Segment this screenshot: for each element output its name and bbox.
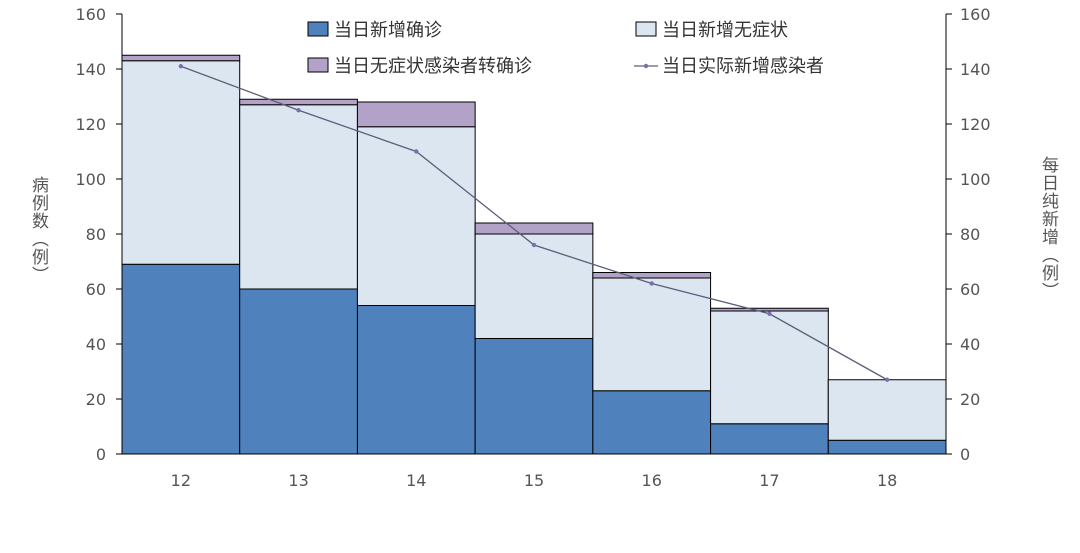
x-tick-label-13: 13	[288, 471, 308, 490]
line-point-15	[531, 242, 537, 248]
legend-swatch-1	[635, 21, 657, 37]
bar-segment-s1-15	[474, 233, 594, 339]
line-point-12	[178, 64, 184, 69]
line-point-18	[884, 377, 890, 382]
y-tick-label-left-120: 120	[75, 115, 106, 134]
y-tick-label-left-140: 140	[75, 60, 106, 79]
line-point-16	[649, 281, 654, 286]
legend-swatch-2	[307, 57, 329, 73]
legend-label-0: 当日新增确诊	[334, 20, 442, 41]
bar-segment-s1-17	[710, 310, 829, 425]
y-tick-label-right-120: 120	[960, 115, 991, 134]
y-tick-label-right-60: 60	[960, 280, 980, 299]
line-point-13	[296, 108, 301, 113]
bar-segment-s1-16	[592, 277, 712, 392]
x-tick-label-14: 14	[406, 471, 426, 490]
bar-layer	[121, 54, 947, 455]
bar-segment-s2-15	[474, 222, 594, 235]
bar-segment-s0-13	[239, 288, 358, 455]
bar-segment-s0-14	[356, 305, 476, 455]
axes: 0 0 20 20 40 40 60 60 80 80 100 100 120 120 140 140 160 1…	[75, 5, 990, 490]
x-tick-label-18: 18	[877, 471, 897, 490]
legend-label-2: 当日无症状感染者转确诊	[334, 56, 532, 77]
legend-label-3: 当日实际新增感染者	[662, 56, 824, 77]
x-tick-label-16: 16	[642, 471, 662, 490]
y-tick-label-left-40: 40	[86, 335, 106, 354]
x-tick-label-17: 17	[759, 471, 779, 490]
bar-segment-s1-14	[356, 126, 476, 306]
y-tick-label-right-100: 100	[960, 170, 991, 189]
bar-segment-s0-12	[121, 263, 241, 455]
line-point-14	[414, 149, 419, 154]
y-tick-label-left-0: 0	[96, 445, 106, 464]
y-axis-title-right: 每日纯新增（例）	[1038, 156, 1058, 300]
y-tick-label-right-40: 40	[960, 335, 980, 354]
bar-segment-s0-18	[827, 439, 947, 455]
bar-segment-s2-17	[710, 307, 829, 312]
y-tick-label-left-20: 20	[86, 390, 106, 409]
x-tick-label-12: 12	[171, 471, 191, 490]
bar-segment-s2-16	[592, 272, 712, 279]
y-tick-label-right-140: 140	[960, 60, 991, 79]
legend-marker-3	[643, 63, 649, 69]
legend-swatch-0	[307, 21, 329, 37]
legend-label-1: 当日新增无症状	[662, 20, 788, 41]
bar-segment-s2-12	[121, 54, 241, 62]
bar-segment-s2-13	[239, 98, 358, 106]
y-tick-label-left-60: 60	[86, 280, 106, 299]
bar-segment-s1-13	[239, 104, 358, 290]
y-tick-label-right-20: 20	[960, 390, 980, 409]
y-tick-label-left-100: 100	[75, 170, 106, 189]
bar-segment-s1-18	[827, 379, 947, 441]
bar-segment-s0-16	[592, 390, 712, 455]
bar-segment-s0-15	[474, 338, 594, 455]
y-tick-label-right-0: 0	[960, 445, 970, 464]
bar-segment-s1-12	[121, 60, 241, 265]
y-axis-title-left: 病例数（例）	[28, 176, 48, 284]
x-tick-label-15: 15	[524, 471, 544, 490]
y-tick-label-right-80: 80	[960, 225, 980, 244]
bar-segment-s0-17	[710, 423, 829, 455]
line-point-17	[767, 311, 772, 316]
y-tick-label-left-160: 160	[75, 5, 106, 24]
y-tick-label-left-80: 80	[86, 225, 106, 244]
line-layer	[178, 64, 890, 382]
bar-segment-s2-14	[356, 101, 476, 128]
y-tick-label-right-160: 160	[960, 5, 991, 24]
